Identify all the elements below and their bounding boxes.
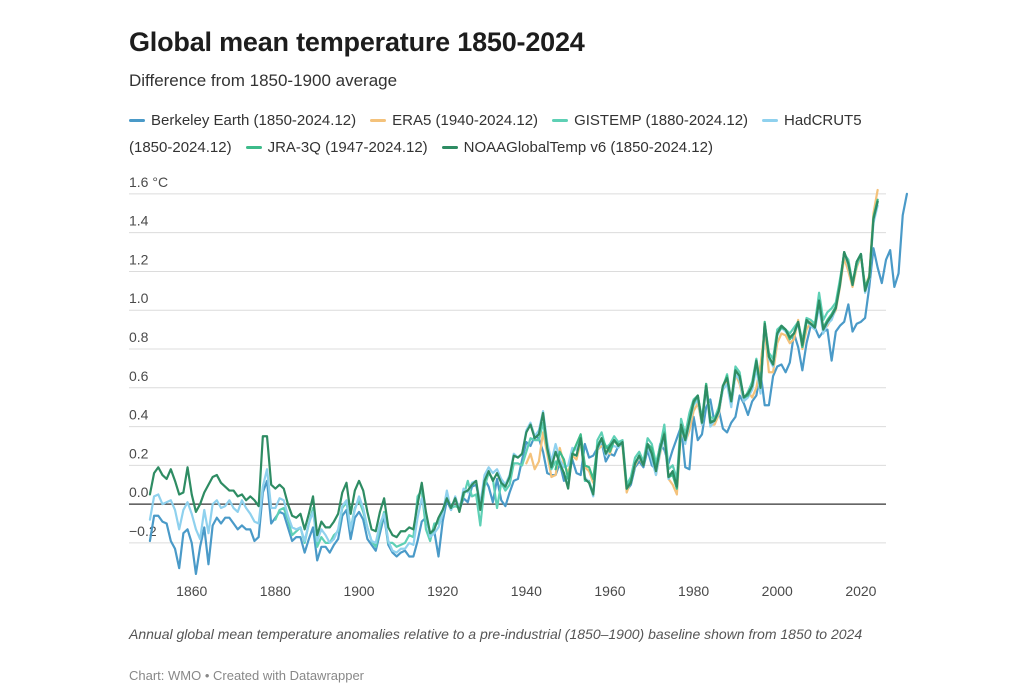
series-line [148,192,909,576]
legend-swatch [762,118,779,122]
x-tick-label: 1900 [343,583,374,599]
x-tick-label: 1940 [511,583,542,599]
x-tick-label: 2000 [762,583,793,599]
y-tick-label: 1.6 °C [129,174,168,190]
y-tick-label: 0.6 [129,368,149,384]
legend-swatch [370,118,387,122]
series-line [274,200,879,548]
x-tick-label: 1960 [594,583,625,599]
legend-swatch [245,145,262,149]
series-line [148,200,879,539]
chart-subtitle: Difference from 1850-1900 average [129,71,398,90]
chart-title: Global mean temperature 1850-2024 [129,27,585,57]
legend-label: NOAAGlobalTemp v6 (1850-2024.12) [463,139,713,156]
chart-note: Annual global mean temperature anomalies… [129,626,863,642]
y-tick-label: 0.4 [129,407,149,423]
x-tick-label: 1860 [176,583,207,599]
legend-swatch [441,145,458,149]
legend-label: Berkeley Earth (1850-2024.12) [151,112,357,129]
chart-credit: Chart: WMO • Created with Datawrapper [129,668,365,683]
x-tick-label: 1980 [678,583,709,599]
legend-swatch [552,118,569,122]
y-tick-label: 1.2 [129,251,149,267]
legend-item: ERA5 (1940-2024.12) [370,112,538,129]
y-tick-label: 0.0 [129,484,149,500]
chart-legend: Berkeley Earth (1850-2024.12) ERA5 (1940-… [129,107,889,161]
y-tick-label: 0.8 [129,329,149,345]
legend-item: JRA-3Q (1947-2024.12) [245,139,428,156]
legend-item: HadCRUT5 (1850-2024.12) [129,112,862,156]
y-tick-label: 0.2 [129,445,149,461]
legend-label: HadCRUT5 (1850-2024.12) [129,112,862,156]
legend-item: GISTEMP (1880-2024.12) [552,112,748,129]
x-tick-label: 2020 [845,583,876,599]
x-tick-label: 1880 [260,583,291,599]
legend-item: NOAAGlobalTemp v6 (1850-2024.12) [441,139,713,156]
legend-label: GISTEMP (1880-2024.12) [574,112,749,129]
y-tick-label: 1.0 [129,290,149,306]
legend-swatch [129,118,145,122]
x-tick-label: 1920 [427,583,458,599]
legend-label: ERA5 (1940-2024.12) [392,112,539,129]
legend-label: JRA-3Q (1947-2024.12) [267,139,428,156]
y-tick-label: 1.4 [129,213,149,229]
legend-item: Berkeley Earth (1850-2024.12) [129,112,356,129]
